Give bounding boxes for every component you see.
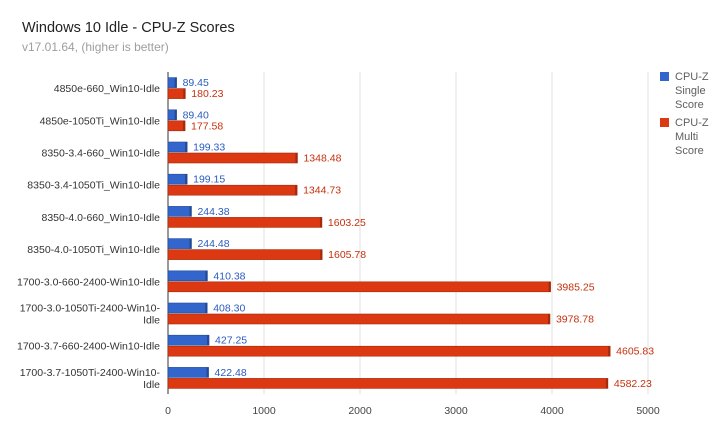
- bar-multi-edge: [319, 217, 322, 228]
- value-label-single: 410.38: [213, 270, 245, 282]
- x-tick-label: 1000: [252, 405, 276, 417]
- category-label: 8350-3.4-660_Win10-Idle: [42, 148, 161, 160]
- value-label-multi: 180.23: [191, 88, 223, 100]
- category-label: 8350-4.0-1050Ti_Win10-Idle: [27, 244, 160, 256]
- bar-single: [167, 270, 208, 282]
- value-label-single: 408.30: [213, 303, 245, 315]
- bar-single: [167, 302, 208, 314]
- category-label: 4850e-1050Ti_Win10-Idle: [40, 115, 161, 127]
- bar-single: [167, 141, 188, 153]
- bar-single: [167, 334, 210, 346]
- value-label-multi: 1348.48: [303, 153, 341, 165]
- value-label-single: 89.40: [183, 109, 209, 121]
- legend-swatch-multi: [660, 118, 669, 127]
- bar-single-edge: [185, 174, 188, 185]
- bar-single: [167, 367, 209, 378]
- value-label-single: 422.48: [215, 367, 247, 379]
- category-label: 8350-3.4-1050Ti_Win10-Idle: [27, 180, 160, 192]
- bar-single-edge: [206, 367, 209, 378]
- bar-multi: [167, 281, 551, 293]
- bar-multi: [167, 249, 323, 260]
- category-label: 1700-3.0-660-2400-Win10-Idle: [17, 276, 160, 288]
- bar-multi-edge: [605, 378, 608, 389]
- chart-subtitle: v17.01.64, (higher is better): [22, 40, 169, 54]
- bar-single: [167, 238, 192, 249]
- bar-multi: [167, 313, 551, 325]
- value-label-single: 199.33: [193, 142, 225, 154]
- bar-multi-edge: [547, 314, 550, 324]
- bar-single-edge: [205, 270, 208, 281]
- category-label: 4850e-660_Win10-Idle: [54, 83, 160, 95]
- chart-title: Windows 10 Idle - CPU-Z Scores: [22, 20, 235, 36]
- bar-single: [167, 206, 192, 217]
- bar-single-edge: [205, 303, 208, 313]
- value-label-multi: 3985.25: [557, 281, 595, 293]
- value-label-multi: 1605.78: [328, 249, 366, 261]
- legend-swatch-single: [660, 72, 669, 81]
- x-tick-label: 3000: [444, 405, 468, 417]
- legend-label-multi: CPU-Z Multi Score: [675, 117, 709, 157]
- x-tick-label: 0: [165, 405, 171, 417]
- category-label: 1700-3.7-660-2400-Win10-Idle: [17, 341, 160, 353]
- value-label-single: 244.38: [197, 206, 229, 218]
- x-tick-label: 5000: [636, 405, 660, 417]
- value-label-multi: 1344.73: [303, 185, 341, 197]
- bar-single-edge: [189, 206, 192, 217]
- value-label-multi: 4605.83: [616, 346, 654, 358]
- bar-multi: [167, 217, 323, 228]
- value-label-multi: 3978.78: [556, 314, 594, 326]
- bar-single-edge: [185, 142, 188, 152]
- bar-multi-edge: [183, 88, 186, 99]
- bar-multi-edge: [548, 281, 551, 292]
- legend-label-single: CPU-Z Single Score: [675, 71, 709, 111]
- bar-single-edge: [174, 109, 177, 120]
- bar-multi: [167, 120, 186, 132]
- bar-multi-edge: [183, 120, 186, 131]
- bar-multi-edge: [320, 249, 323, 260]
- x-tick-label: 2000: [348, 405, 372, 417]
- value-label-single: 199.15: [193, 174, 225, 186]
- value-label-multi: 4582.23: [614, 378, 652, 390]
- legend-item-single: CPU-Z Single Score: [660, 70, 719, 112]
- value-label-multi: 177.58: [191, 120, 223, 132]
- bar-single-edge: [189, 238, 192, 249]
- bar-multi: [167, 152, 298, 164]
- value-label-single: 89.45: [183, 77, 209, 89]
- bar-multi: [167, 345, 611, 357]
- bar-single: [167, 173, 188, 185]
- category-label: 8350-4.0-660_Win10-Idle: [42, 212, 161, 224]
- bar-multi-edge: [295, 185, 298, 196]
- legend-item-multi: CPU-Z Multi Score: [660, 116, 719, 158]
- value-label-multi: 1603.25: [328, 217, 366, 229]
- value-label-single: 427.25: [215, 335, 247, 347]
- bar-multi-edge: [295, 153, 298, 163]
- category-label: 1700-3.0-1050Ti-2400-Win10-Idle: [20, 303, 161, 327]
- bar-multi: [167, 184, 298, 196]
- bar-multi-edge: [608, 346, 611, 357]
- bar-multi: [167, 88, 186, 99]
- bar-single-edge: [207, 335, 210, 346]
- x-tick-label: 4000: [540, 405, 564, 417]
- category-label: 1700-3.7-1050Ti-2400-Win10-Idle: [20, 367, 161, 391]
- bar-single-edge: [174, 77, 177, 88]
- bar-multi: [167, 378, 609, 389]
- value-label-single: 244.48: [197, 238, 229, 250]
